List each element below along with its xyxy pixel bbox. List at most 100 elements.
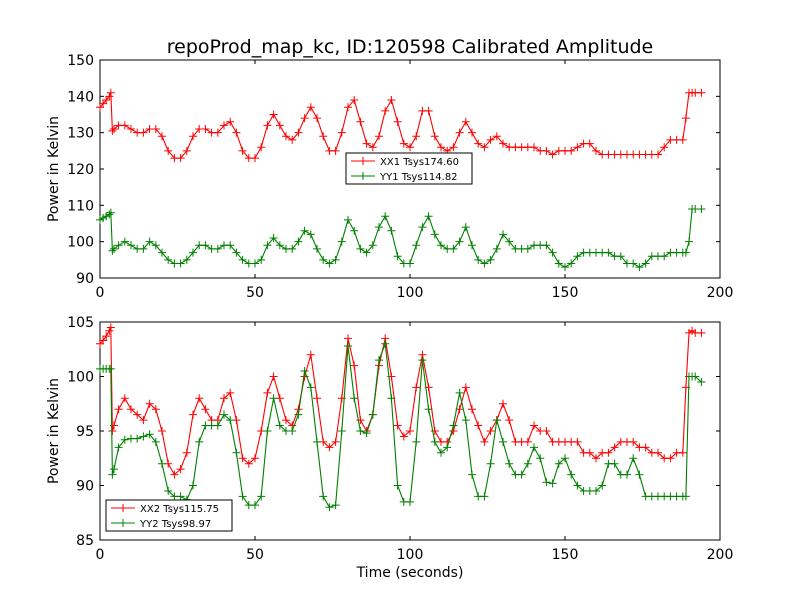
series-2 [96, 339, 706, 512]
data-point-marker [573, 252, 582, 261]
data-point-marker [102, 332, 111, 341]
data-point-marker [548, 248, 557, 257]
data-point-marker [337, 128, 346, 137]
data-point-marker [319, 255, 328, 264]
x-axis-label: Time (seconds) [356, 565, 464, 581]
data-point-marker [350, 361, 359, 370]
data-point-marker [412, 241, 421, 250]
data-point-marker [108, 470, 117, 479]
data-point-marker [114, 405, 123, 414]
figure-title: repoProd_map_kc, ID:120598 Calibrated Am… [167, 36, 654, 58]
y-tick-label: 90 [76, 479, 94, 495]
data-point-marker [263, 388, 272, 397]
data-point-marker [492, 416, 501, 425]
data-point-marker [275, 241, 284, 250]
data-point-marker [269, 110, 278, 119]
data-point-marker [105, 210, 114, 219]
data-point-marker [592, 454, 600, 463]
data-point-marker [629, 437, 638, 446]
data-point-marker [145, 237, 154, 246]
data-point-marker [449, 143, 458, 152]
data-point-marker [151, 405, 160, 414]
data-point-marker [455, 128, 464, 137]
data-point-marker [468, 128, 476, 137]
data-point-marker [170, 470, 179, 479]
y-tick-label: 130 [67, 126, 94, 142]
x-tick-label: 0 [96, 285, 105, 301]
legend-entry-label: YY2 Tsys98.97 [139, 519, 211, 530]
data-point-marker [623, 470, 631, 479]
data-point-marker [164, 486, 173, 495]
x-tick-label: 100 [397, 285, 424, 301]
data-point-marker [151, 241, 160, 250]
data-point-marker [306, 350, 315, 359]
data-point-marker [356, 416, 365, 425]
data-point-marker [517, 470, 526, 479]
data-point-marker [300, 114, 309, 123]
data-point-marker [251, 501, 259, 510]
data-point-marker [468, 405, 476, 414]
data-point-marker [269, 234, 278, 243]
data-point-marker [548, 150, 557, 159]
data-point-marker [238, 146, 247, 155]
data-point-marker [387, 226, 396, 235]
data-point-marker [542, 241, 551, 250]
data-point-marker [697, 377, 706, 386]
data-point-marker [182, 146, 191, 155]
data-point-marker [213, 244, 222, 253]
data-point-marker [681, 492, 690, 501]
data-point-marker [610, 443, 619, 452]
data-point-marker [474, 421, 483, 430]
data-point-marker [344, 103, 352, 112]
plot-1: 0 50 100 150 200 90 100 110 120 130 140 150 Power in… [46, 53, 733, 301]
data-point-marker [331, 146, 340, 155]
data-point-marker [238, 255, 247, 264]
data-point-marker [697, 328, 706, 337]
data-point-marker [106, 364, 115, 373]
y-tick-label: 105 [67, 315, 94, 331]
data-point-marker [554, 259, 563, 268]
data-point-marker [201, 241, 210, 250]
data-point-marker [406, 427, 414, 435]
data-point-marker [226, 241, 235, 250]
data-point-marker [313, 244, 321, 253]
legend-entry-label: YY1 Tsys114.82 [379, 172, 458, 183]
data-point-marker [542, 427, 551, 435]
data-point-marker [114, 241, 123, 250]
data-point-marker [244, 459, 253, 468]
data-point-marker [164, 255, 173, 264]
data-point-marker [362, 139, 371, 148]
data-point-marker [468, 241, 476, 250]
data-point-marker [251, 154, 259, 163]
data-point-marker [486, 255, 495, 264]
y-axis-label: Power in Kelvin [46, 116, 62, 222]
data-point-marker [139, 432, 148, 441]
data-point-marker [573, 481, 582, 490]
data-point-marker [430, 437, 439, 446]
data-point-marker [213, 421, 222, 430]
data-point-marker [412, 132, 421, 141]
data-point-marker [182, 448, 191, 457]
data-point-marker [220, 121, 228, 130]
data-point-marker [523, 244, 532, 253]
data-point-marker [585, 448, 594, 457]
data-point-marker [387, 394, 396, 403]
series-line [100, 343, 702, 508]
data-point-marker [449, 244, 458, 253]
data-point-marker [629, 259, 638, 268]
series-1 [96, 323, 706, 479]
data-point-marker [294, 128, 303, 137]
data-point-marker [120, 435, 129, 444]
data-point-marker [486, 459, 495, 468]
data-point-marker [399, 139, 408, 148]
data-point-marker [681, 114, 690, 123]
data-point-marker [660, 252, 669, 261]
data-point-marker [257, 255, 266, 264]
data-point-marker [133, 410, 142, 419]
data-point-marker [350, 394, 359, 403]
data-point-marker [375, 223, 383, 232]
data-point-marker [604, 448, 613, 457]
data-point-marker [145, 399, 154, 408]
data-point-marker [561, 263, 569, 272]
